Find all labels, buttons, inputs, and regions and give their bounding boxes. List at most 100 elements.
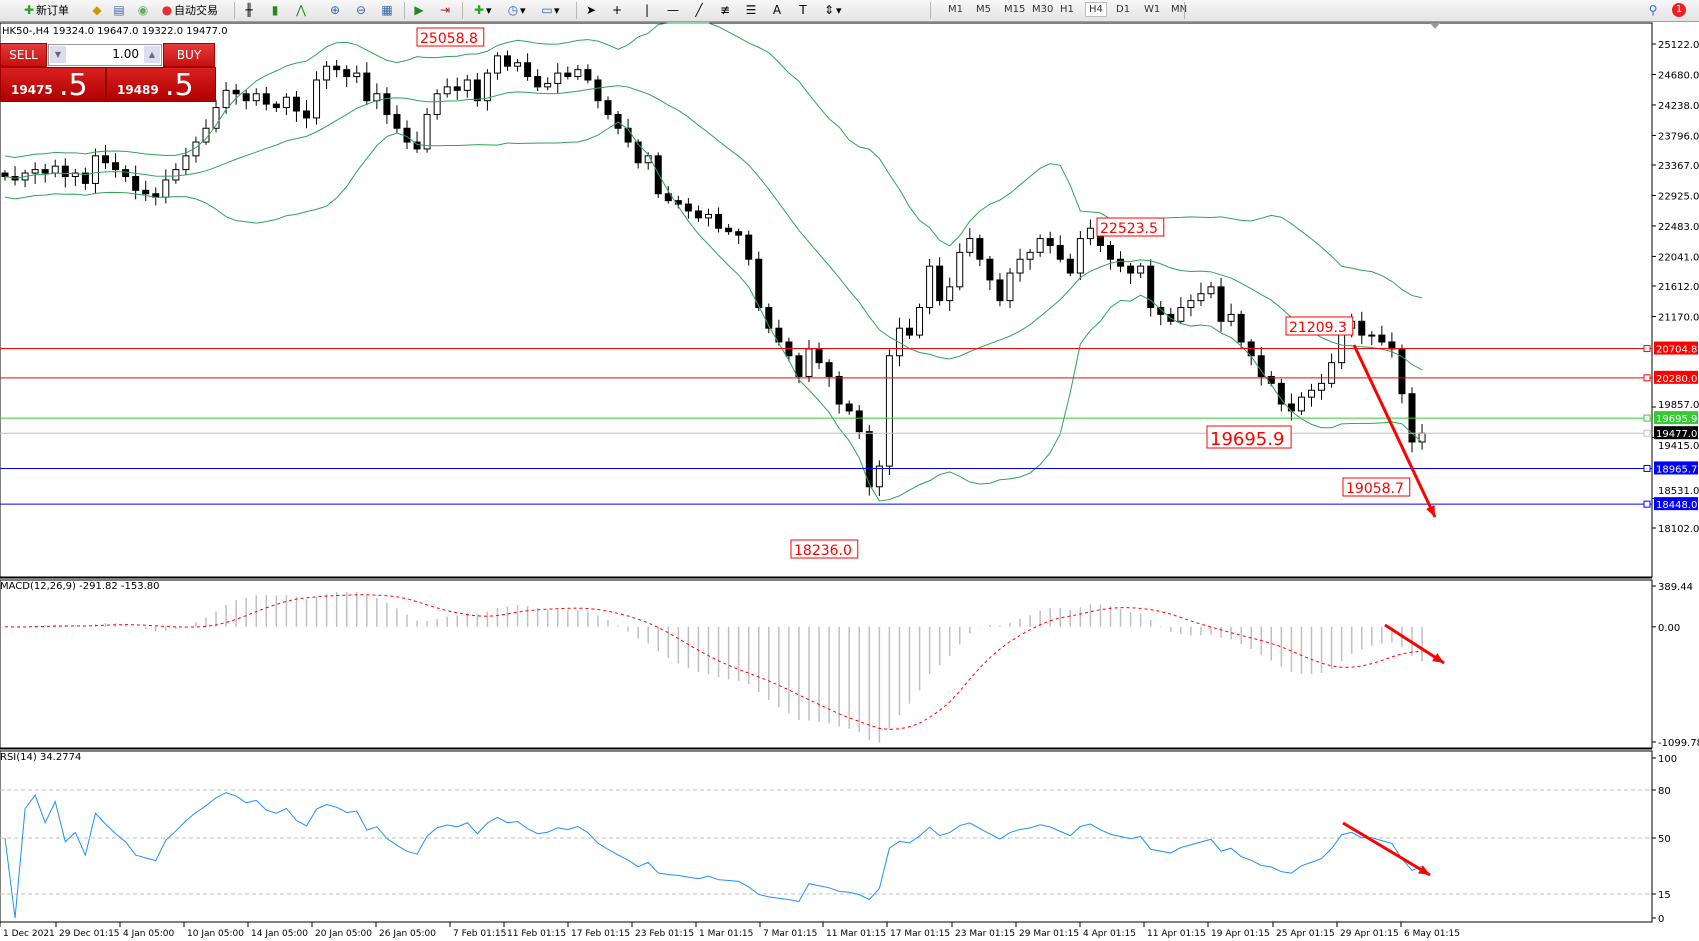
- candle: [1086, 219, 1094, 246]
- candle: [1036, 234, 1044, 257]
- candle-body: [41, 169, 49, 174]
- tile-windows-button[interactable]: ▦: [380, 2, 394, 18]
- zoom-in-button[interactable]: ⊕: [328, 2, 342, 18]
- trendline-button[interactable]: ╱: [692, 2, 706, 18]
- timeframe-d1[interactable]: D1: [1116, 4, 1131, 15]
- candle: [292, 90, 300, 122]
- price-tick-label: 21170.0: [1658, 312, 1699, 323]
- candle: [1398, 344, 1406, 404]
- price-level-tag: [1654, 370, 1698, 384]
- candle: [986, 256, 994, 291]
- candle: [936, 257, 944, 306]
- downtrend-arrow: [1352, 344, 1437, 518]
- indicators-button[interactable]: ✚ ▾: [473, 3, 492, 17]
- scroll-icon: ▶: [414, 3, 424, 17]
- templates-button[interactable]: ▭ ▾: [541, 3, 560, 17]
- candle-body: [222, 89, 230, 109]
- line-chart-button[interactable]: ⋀: [294, 2, 308, 18]
- notification-button[interactable]: 1: [1672, 2, 1686, 18]
- timeframe-m5[interactable]: M5: [976, 4, 991, 15]
- trendline-icon: ╱: [695, 3, 703, 17]
- new-order-button[interactable]: ✚ 新订单: [23, 3, 69, 17]
- shift-button[interactable]: ⇥: [438, 2, 452, 18]
- candle: [1, 170, 9, 181]
- timeframe-h1[interactable]: H1: [1060, 4, 1074, 15]
- scroll-button[interactable]: ▶: [412, 2, 426, 18]
- lot-increase-button[interactable]: ▲: [144, 46, 160, 63]
- price-annotation: 19695.9: [1210, 429, 1284, 450]
- cursor-button[interactable]: ➤: [584, 2, 598, 18]
- timeframe-h4[interactable]: H4: [1085, 2, 1107, 17]
- bar-chart-button[interactable]: ╫: [242, 2, 256, 18]
- rsi-tick-label: 0: [1658, 914, 1664, 925]
- buy-button[interactable]: BUY: [163, 43, 215, 67]
- timeframe-m15[interactable]: M15: [1004, 4, 1026, 15]
- history-icon: ▤: [113, 3, 125, 17]
- candle: [353, 65, 361, 84]
- candle: [71, 168, 79, 187]
- candle-body: [524, 62, 532, 78]
- time-label: 26 Jan 05:00: [379, 929, 436, 939]
- candle-body: [956, 251, 964, 288]
- crosshair-button[interactable]: +: [610, 2, 624, 18]
- label-button[interactable]: T: [796, 2, 810, 18]
- lot-size-input[interactable]: ▼ 1.00 ▲: [48, 44, 162, 66]
- time-label: 25 Apr 01:15: [1276, 929, 1335, 939]
- candle: [1257, 346, 1265, 386]
- candle: [1418, 424, 1426, 450]
- price-annotation: 19058.7: [1346, 481, 1404, 497]
- gold-button[interactable]: ◆: [90, 2, 104, 18]
- candle-body: [795, 355, 803, 377]
- channel-button[interactable]: ☰: [744, 2, 758, 18]
- timeframe-w1[interactable]: W1: [1144, 4, 1161, 15]
- candle-body: [172, 169, 180, 181]
- text-button[interactable]: A: [770, 2, 784, 18]
- time-label: 23 Mar 01:15: [955, 929, 1015, 939]
- auto-trading-button[interactable]: ● 自动交易: [161, 3, 218, 17]
- timeframe-m30[interactable]: M30: [1032, 4, 1054, 15]
- lot-decrease-button[interactable]: ▼: [50, 46, 66, 63]
- periods-button[interactable]: ◷ ▾: [507, 3, 526, 17]
- candle: [453, 77, 461, 100]
- candle: [1187, 294, 1195, 317]
- zoom-out-button[interactable]: ⊖: [354, 2, 368, 18]
- candle: [232, 84, 240, 105]
- candle-body: [996, 279, 1004, 302]
- candle-body: [1, 172, 9, 178]
- candle-body: [292, 96, 300, 112]
- candle: [1378, 325, 1386, 346]
- candle: [303, 100, 310, 129]
- time-label: 19 Apr 01:15: [1211, 929, 1270, 939]
- candle-body: [242, 93, 250, 102]
- time-label: 7 Feb 01:15: [453, 929, 506, 939]
- vertical-line-button[interactable]: |: [640, 2, 654, 18]
- signals-icon: ◉: [137, 3, 149, 17]
- candle: [825, 359, 833, 387]
- candle-body: [514, 62, 522, 67]
- buy-price-button[interactable]: 19489 .5: [106, 67, 216, 102]
- candlestick-button[interactable]: ▮: [268, 2, 282, 18]
- time-label: 11 Apr 01:15: [1147, 929, 1206, 939]
- price-level-tag-label: 20280.0: [1656, 374, 1697, 385]
- horizontal-line-button[interactable]: —: [666, 2, 680, 18]
- signals-button[interactable]: ◉: [136, 2, 150, 18]
- candle-body: [906, 327, 913, 336]
- price-level-tag: [1654, 341, 1698, 355]
- arrows-button[interactable]: ⇕ ▾: [823, 3, 842, 17]
- candle: [654, 152, 662, 198]
- timeframe-m1[interactable]: M1: [948, 4, 963, 15]
- candle-body: [936, 265, 944, 302]
- candle-body: [112, 162, 120, 171]
- timeframe-mn[interactable]: MN: [1171, 4, 1188, 15]
- price-tick-label: 18531.0: [1658, 486, 1699, 497]
- search-button[interactable]: ⚲: [1646, 2, 1660, 18]
- history-button[interactable]: ▤: [112, 2, 126, 18]
- sell-price-button[interactable]: 19475 .5: [0, 67, 106, 102]
- candle-body: [654, 155, 662, 195]
- text-icon: A: [772, 3, 782, 17]
- candle-body: [564, 72, 572, 78]
- fibonacci-button[interactable]: ≢: [718, 2, 732, 18]
- sell-button[interactable]: SELL: [0, 43, 47, 67]
- candle-body: [1016, 258, 1024, 274]
